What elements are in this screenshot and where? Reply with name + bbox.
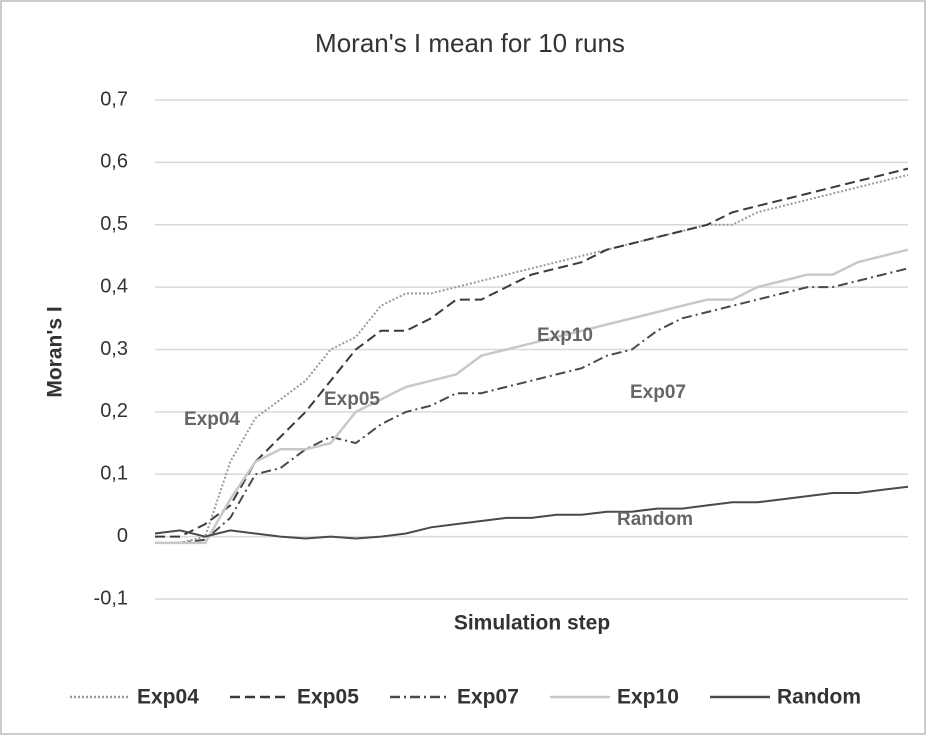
- legend-label: Exp10: [617, 686, 679, 709]
- series-line: [155, 167, 909, 538]
- annotation: Exp05: [324, 389, 380, 410]
- series-line: [155, 267, 909, 544]
- y-axis-title: Moran's I: [44, 306, 67, 397]
- y-tick-label: -0,1: [94, 587, 128, 609]
- annotation: Exp07: [630, 382, 686, 403]
- y-tick-label: 0,4: [100, 275, 128, 297]
- annotation: Exp10: [537, 325, 593, 346]
- x-axis-title: Simulation step: [454, 612, 610, 635]
- y-tick-label: 0,3: [100, 338, 128, 360]
- y-tick-label: 0,6: [100, 151, 128, 173]
- y-tick-label: 0,2: [100, 400, 128, 422]
- y-tick-label: 0,7: [100, 88, 128, 110]
- annotation: Random: [617, 509, 693, 530]
- y-tick-label: 0,5: [100, 213, 128, 235]
- chart-title: Moran's I mean for 10 runs: [315, 28, 625, 58]
- legend-label: Exp07: [457, 686, 519, 709]
- series-line: [155, 248, 909, 545]
- y-tick-label: 0: [117, 525, 128, 547]
- series-line: [154, 485, 909, 540]
- legend-label: Exp05: [297, 686, 359, 709]
- legend-label: Random: [777, 686, 861, 709]
- y-tick-label: 0,1: [100, 463, 128, 485]
- annotation: Exp04: [184, 409, 240, 430]
- legend-label: Exp04: [137, 686, 199, 709]
